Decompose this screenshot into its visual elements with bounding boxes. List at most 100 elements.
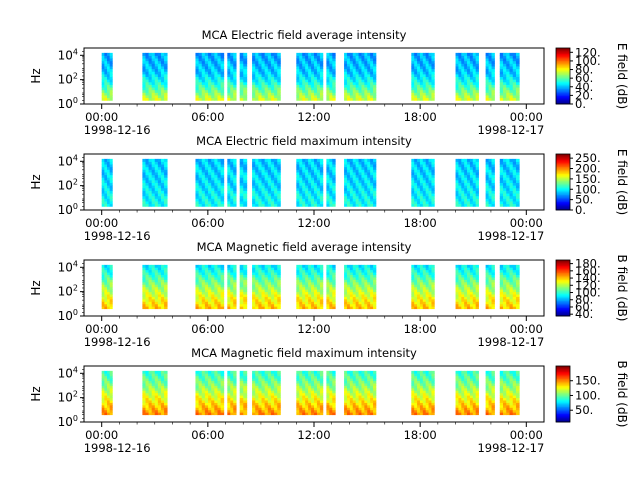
y-tick-label: 100 [58,414,78,429]
data-segment [485,370,495,416]
colorbar-tick-label: 80. [575,293,593,307]
y-tick-label: 104 [58,259,78,274]
x-tick-label: 12:00 [297,428,330,442]
panel-title: MCA Electric field average intensity [202,28,407,42]
colorbar-tick-label: 100. [575,286,601,300]
colorbar-tick-label: 120. [575,278,601,292]
colorbar-tick-label: 100. [575,54,601,68]
data-segment [239,264,248,310]
colorbar-tick-label: 250. [575,151,601,165]
colorbar: 0.50.100.150.200.250. E field (dB) [555,149,629,217]
data-segment [142,52,168,101]
x-tick-label: 06:00 [191,216,224,230]
data-segment [455,158,479,207]
data-segment [485,52,495,101]
colorbar-tick-label: 60. [575,300,593,314]
data-segment [455,370,479,416]
x-tick-label: 00:00 [85,322,118,336]
panel-title: MCA Magnetic field maximum intensity [191,346,417,360]
colorbar-tick-label: 150. [575,172,601,186]
panel-title: MCA Electric field maximum intensity [196,134,412,148]
data-segment [101,370,113,416]
x-tick-label: 00:00 [510,216,543,230]
x-tick-label: 18:00 [404,428,437,442]
colorbar-tick-label: 20. [575,88,593,102]
data-segment [101,264,113,310]
panel-4: MCA Magnetic field maximum intensity 100 1… [29,346,629,455]
panel-title: MCA Magnetic field average intensity [197,240,412,254]
colorbar-tick-label: 160. [575,264,601,278]
colorbar-label: E field (dB) [615,43,629,109]
colorbar-tick-label: 200. [575,162,601,176]
x-tick-label: 00:00 [85,110,118,124]
x-tick-label: 12:00 [297,322,330,336]
y-tick-label: 100 [58,202,78,217]
colorbar: 0.20.40.60.80.100.120. E field (dB) [555,43,629,111]
x-date-end: 1998-12-17 [477,123,544,137]
x-date-start: 1998-12-16 [84,229,151,243]
colorbar-tick-label: 150. [575,374,601,388]
data-segment [411,158,435,207]
colorbar-tick-label: 40. [575,307,593,321]
y-tick-label: 104 [58,365,78,380]
y-axis-label: Hz [29,68,43,83]
x-tick-label: 06:00 [191,110,224,124]
data-segment [485,264,495,310]
colorbar-tick-label: 180. [575,257,601,271]
y-tick-label: 102 [58,72,78,87]
data-segment [142,264,168,310]
x-tick-label: 18:00 [404,216,437,230]
data-segment [296,52,324,101]
data-segment [101,52,113,101]
colorbar-tick-label: 40. [575,80,593,94]
x-tick-label: 00:00 [510,428,543,442]
data-segment [252,264,281,310]
y-tick-label: 100 [58,308,78,323]
x-date-end: 1998-12-17 [477,229,544,243]
data-segment [296,370,324,416]
data-segment [344,52,377,101]
x-tick-label: 00:00 [85,428,118,442]
data-segment [252,370,281,416]
data-segment [344,158,377,207]
data-segment [227,264,237,310]
data-segment [142,158,168,207]
y-tick-label: 104 [58,153,78,168]
data-segment [455,52,479,101]
data-segment [239,370,248,416]
data-segment [296,158,324,207]
data-segment [252,52,281,101]
data-segment [239,52,248,101]
y-tick-label: 102 [58,390,78,405]
colorbar-tick-label: 120. [575,45,601,59]
colorbar-tick-label: 100. [575,182,601,196]
data-segment [455,264,479,310]
data-segment [252,158,281,207]
y-tick-label: 100 [58,96,78,111]
colorbar-tick-label: 140. [575,271,601,285]
y-tick-label: 102 [58,284,78,299]
y-axis-label: Hz [29,174,43,189]
colorbar: 40.60.80.100.120.140.160.180. B field (dB… [555,255,629,322]
data-segment [499,52,520,101]
data-segment [195,52,225,101]
panel-2: MCA Electric field maximum intensity 100 1… [29,134,629,243]
colorbar-label: B field (dB) [615,255,629,322]
data-segment [499,264,520,310]
x-tick-label: 00:00 [510,110,543,124]
colorbar-label: E field (dB) [615,149,629,215]
panel-3: MCA Magnetic field average intensity 100 1… [29,240,629,349]
x-date-end: 1998-12-17 [477,335,544,349]
data-segment [195,264,225,310]
panel-1: MCA Electric field average intensity 100 1… [29,28,629,137]
data-segment [411,52,435,101]
colorbar-label: B field (dB) [615,361,629,428]
data-segment [227,52,237,101]
data-segment [142,370,168,416]
data-segment [344,264,377,310]
data-segment [227,158,237,207]
colorbar-tick-label: 60. [575,71,593,85]
y-axis-label: Hz [29,386,43,401]
data-segment [411,264,435,310]
colorbar-tick-label: 80. [575,63,593,77]
